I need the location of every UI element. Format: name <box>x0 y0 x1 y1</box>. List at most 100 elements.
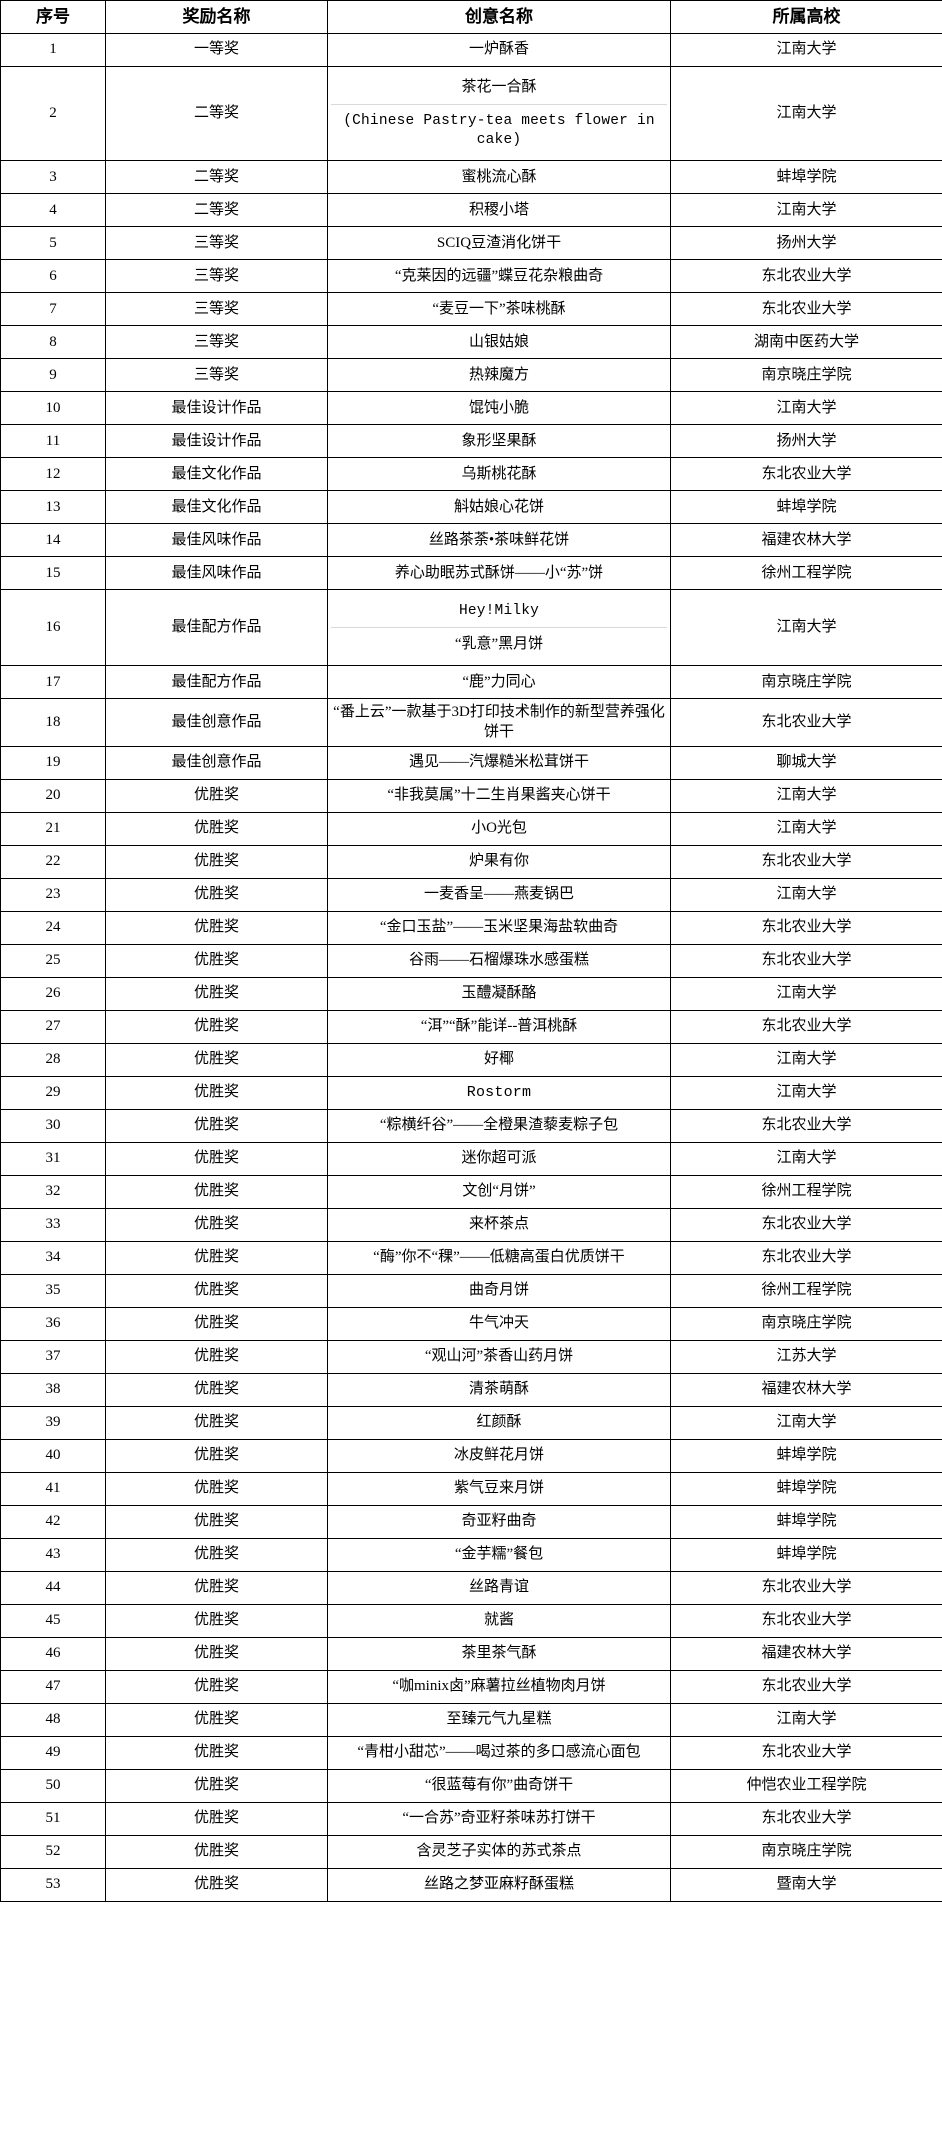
cell-index: 17 <box>0 665 106 700</box>
cell-creative-name: 一麦香呈——燕麦锅巴 <box>327 877 671 912</box>
cell-university: 徐州工程学院 <box>670 556 942 591</box>
cell-index: 53 <box>0 1867 106 1902</box>
table-row: 31 优胜奖 迷你超可派 江南大学 <box>0 1141 942 1176</box>
cell-index: 11 <box>0 424 106 459</box>
cell-creative-name: 茶花一合酥 (Chinese Pastry-tea meets flower in… <box>327 65 671 162</box>
cell-award: 最佳创意作品 <box>105 698 328 747</box>
cell-university: 江南大学 <box>670 391 942 426</box>
cell-university: 仲恺农业工程学院 <box>670 1768 942 1803</box>
cell-index: 5 <box>0 226 106 261</box>
table-row: 50 优胜奖 “很蓝莓有你”曲奇饼干 仲恺农业工程学院 <box>0 1768 942 1803</box>
cell-university: 江南大学 <box>670 1405 942 1440</box>
cell-university: 东北农业大学 <box>670 1108 942 1143</box>
table-row: 43 优胜奖 “金芋糯”餐包 蚌埠学院 <box>0 1537 942 1572</box>
cell-creative-name: 丝路之梦亚麻籽酥蛋糕 <box>327 1867 671 1902</box>
cell-index: 35 <box>0 1273 106 1308</box>
cell-award: 优胜奖 <box>105 1438 328 1473</box>
table-row: 24 优胜奖 “金口玉盐”——玉米坚果海盐软曲奇 东北农业大学 <box>0 910 942 945</box>
table-body: 1 一等奖 一炉酥香 江南大学 2 二等奖 茶花一合酥 (Chinese Pastry-tea… <box>0 33 942 1902</box>
cell-index: 30 <box>0 1108 106 1143</box>
cell-award: 优胜奖 <box>105 1009 328 1044</box>
cell-university: 蚌埠学院 <box>670 1438 942 1473</box>
cell-index: 32 <box>0 1174 106 1209</box>
cell-university: 蚌埠学院 <box>670 1537 942 1572</box>
cell-university: 东北农业大学 <box>670 943 942 978</box>
cell-university: 福建农林大学 <box>670 1372 942 1407</box>
table-row: 26 优胜奖 玉醴凝酥酪 江南大学 <box>0 976 942 1011</box>
table-row: 25 优胜奖 谷雨——石榴爆珠水感蛋糕 东北农业大学 <box>0 943 942 978</box>
cell-award: 优胜奖 <box>105 1207 328 1242</box>
cell-index: 13 <box>0 490 106 525</box>
cell-university: 暨南大学 <box>670 1867 942 1902</box>
cell-creative-name: 乌斯桃花酥 <box>327 457 671 492</box>
cell-creative-name: 含灵芝子实体的苏式茶点 <box>327 1834 671 1869</box>
cell-university: 东北农业大学 <box>670 1735 942 1770</box>
cell-university: 东北农业大学 <box>670 457 942 492</box>
cell-award: 二等奖 <box>105 65 328 162</box>
cell-creative-name: “咖minix卤”麻薯拉丝植物肉月饼 <box>327 1669 671 1704</box>
cell-award: 优胜奖 <box>105 1405 328 1440</box>
cell-index: 19 <box>0 745 106 780</box>
cell-university: 东北农业大学 <box>670 1207 942 1242</box>
cell-university: 蚌埠学院 <box>670 490 942 525</box>
cell-creative-name: “粽横纤谷”——全橙果渣藜麦粽子包 <box>327 1108 671 1143</box>
table-row: 37 优胜奖 “观山河”茶香山药月饼 江苏大学 <box>0 1339 942 1374</box>
cell-creative-name: 迷你超可派 <box>327 1141 671 1176</box>
creative-name-line: 茶花一合酥 <box>461 79 537 95</box>
cell-award: 优胜奖 <box>105 1669 328 1704</box>
cell-index: 36 <box>0 1306 106 1341</box>
table-row: 28 优胜奖 好椰 江南大学 <box>0 1042 942 1077</box>
table-row: 29 优胜奖 Rostorm 江南大学 <box>0 1075 942 1110</box>
cell-index: 44 <box>0 1570 106 1605</box>
column-header-creative-name: 创意名称 <box>327 0 671 34</box>
creative-name-line: Hey!Milky <box>458 602 540 619</box>
cell-creative-name: “鹿”力同心 <box>327 665 671 700</box>
cell-university: 江南大学 <box>670 1141 942 1176</box>
cell-award: 优胜奖 <box>105 1339 328 1374</box>
cell-university: 东北农业大学 <box>670 844 942 879</box>
cell-award: 三等奖 <box>105 259 328 294</box>
table-row: 18 最佳创意作品 “番上云”一款基于3D打印技术制作的新型营养强化饼干 东北农业大学 <box>0 698 942 747</box>
cell-university: 江南大学 <box>670 811 942 846</box>
cell-award: 优胜奖 <box>105 1042 328 1077</box>
cell-university: 东北农业大学 <box>670 1009 942 1044</box>
cell-index: 18 <box>0 698 106 747</box>
cell-award: 优胜奖 <box>105 844 328 879</box>
cell-creative-name: 奇亚籽曲奇 <box>327 1504 671 1539</box>
table-row: 21 优胜奖 小O光包 江南大学 <box>0 811 942 846</box>
table-row: 10 最佳设计作品 馄饨小脆 江南大学 <box>0 391 942 426</box>
cell-index: 6 <box>0 259 106 294</box>
cell-creative-name: “麦豆一下”茶味桃酥 <box>327 292 671 327</box>
table-row: 36 优胜奖 牛气冲天 南京晓庄学院 <box>0 1306 942 1341</box>
table-row: 14 最佳风味作品 丝路茶荼•茶味鲜花饼 福建农林大学 <box>0 523 942 558</box>
cell-award: 一等奖 <box>105 33 328 67</box>
cell-university: 江南大学 <box>670 33 942 67</box>
cell-index: 37 <box>0 1339 106 1374</box>
cell-award: 优胜奖 <box>105 1636 328 1671</box>
table-row: 12 最佳文化作品 乌斯桃花酥 东北农业大学 <box>0 457 942 492</box>
cell-award: 三等奖 <box>105 226 328 261</box>
cell-university: 东北农业大学 <box>670 292 942 327</box>
cell-university: 东北农业大学 <box>670 1603 942 1638</box>
cell-university: 江南大学 <box>670 65 942 162</box>
cell-university: 江南大学 <box>670 1075 942 1110</box>
cell-university: 扬州大学 <box>670 424 942 459</box>
cell-index: 24 <box>0 910 106 945</box>
cell-creative-name: 热辣魔方 <box>327 358 671 393</box>
table-row: 52 优胜奖 含灵芝子实体的苏式茶点 南京晓庄学院 <box>0 1834 942 1869</box>
cell-award: 优胜奖 <box>105 1504 328 1539</box>
cell-university: 东北农业大学 <box>670 698 942 747</box>
cell-index: 38 <box>0 1372 106 1407</box>
cell-index: 9 <box>0 358 106 393</box>
cell-award: 优胜奖 <box>105 1174 328 1209</box>
cell-award: 最佳设计作品 <box>105 424 328 459</box>
cell-award: 优胜奖 <box>105 943 328 978</box>
cell-university: 南京晓庄学院 <box>670 665 942 700</box>
cell-creative-name: 就酱 <box>327 1603 671 1638</box>
cell-index: 49 <box>0 1735 106 1770</box>
cell-university: 南京晓庄学院 <box>670 1834 942 1869</box>
cell-university: 南京晓庄学院 <box>670 358 942 393</box>
cell-index: 47 <box>0 1669 106 1704</box>
cell-creative-name: 来杯茶点 <box>327 1207 671 1242</box>
cell-index: 46 <box>0 1636 106 1671</box>
